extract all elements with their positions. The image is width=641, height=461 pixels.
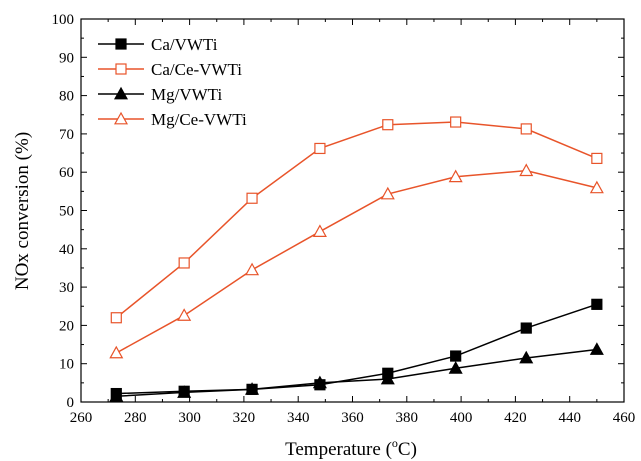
data-point: [110, 312, 122, 324]
legend-item: Mg/VWTi: [98, 85, 222, 104]
y-tick-label: 50: [59, 204, 74, 220]
legend-item: Ca/Ce-VWTi: [98, 60, 242, 79]
series-layer: [109, 116, 604, 402]
series-line: [116, 303, 598, 395]
y-tick-label: 100: [52, 12, 75, 28]
data-point: [448, 361, 463, 374]
x-tick-label: 300: [178, 410, 201, 426]
y-axis-title: NOx conversion (%): [12, 132, 33, 290]
y-tick-label: 20: [59, 318, 74, 334]
legend: Ca/VWTi Ca/Ce-VWTi Mg/VWTi Mg/Ce-VWTi: [98, 35, 247, 129]
data-point: [591, 298, 603, 310]
data-point: [314, 142, 326, 155]
data-point: [520, 123, 532, 135]
data-point: [520, 322, 532, 334]
x-axis-title: Temperature (oC): [285, 436, 417, 460]
legend-marker: [113, 86, 129, 100]
y-tick-label: 70: [59, 127, 74, 143]
data-point: [178, 257, 190, 269]
legend-label: Ca/Ce-VWTi: [151, 60, 242, 79]
data-point: [109, 345, 124, 359]
x-tick-label: 440: [558, 410, 581, 426]
legend-marker: [115, 63, 127, 75]
x-tick-label: 260: [70, 410, 93, 426]
data-point: [448, 169, 463, 183]
data-point: [382, 119, 394, 131]
data-point: [177, 385, 192, 398]
data-point: [589, 342, 604, 355]
data-point: [450, 116, 462, 128]
x-tick-label: 360: [341, 410, 364, 426]
data-point: [245, 382, 260, 395]
series-line: [116, 348, 597, 398]
legend-item: Ca/VWTi: [98, 35, 218, 54]
x-tick-label: 380: [396, 410, 419, 426]
series-3: [109, 163, 604, 359]
plot-axes: 260 280 300 320 340 360 380 400 420 440 460 0 10 20 30…: [52, 12, 636, 426]
data-point: [519, 350, 534, 364]
data-point: [380, 371, 395, 385]
x-tick-label: 340: [287, 410, 310, 426]
legend-label: Mg/VWTi: [151, 85, 222, 104]
data-point: [245, 262, 260, 276]
y-tick-label: 10: [59, 357, 74, 373]
legend-label: Mg/Ce-VWTi: [151, 110, 247, 129]
y-tick-label: 30: [59, 280, 74, 296]
legend-marker: [113, 111, 129, 125]
x-tick-label: 400: [450, 410, 473, 426]
y-tick-label: 40: [59, 242, 74, 258]
data-point: [450, 350, 462, 362]
series-line: [115, 169, 598, 354]
series-line: [115, 121, 598, 319]
x-tick-label: 420: [504, 410, 527, 426]
series-2: [109, 342, 604, 402]
data-point: [312, 375, 327, 389]
x-tick-label: 460: [613, 410, 636, 426]
data-point: [177, 308, 192, 321]
data-point: [519, 163, 534, 177]
y-tick-label: 90: [59, 50, 74, 66]
series-1: [110, 116, 603, 324]
data-point: [591, 152, 603, 165]
legend-label: Ca/VWTi: [151, 35, 218, 54]
y-tick-label: 0: [67, 395, 75, 411]
y-tick-label: 80: [59, 89, 74, 105]
data-point: [312, 224, 327, 237]
data-point: [109, 389, 124, 402]
legend-marker: [115, 38, 127, 50]
data-point: [380, 186, 395, 200]
x-tick-label: 320: [233, 410, 256, 426]
data-point: [246, 192, 258, 204]
y-tick-label: 60: [59, 165, 74, 181]
data-point: [589, 180, 604, 194]
x-tick-label: 280: [124, 410, 147, 426]
legend-item: Mg/Ce-VWTi: [98, 110, 247, 129]
